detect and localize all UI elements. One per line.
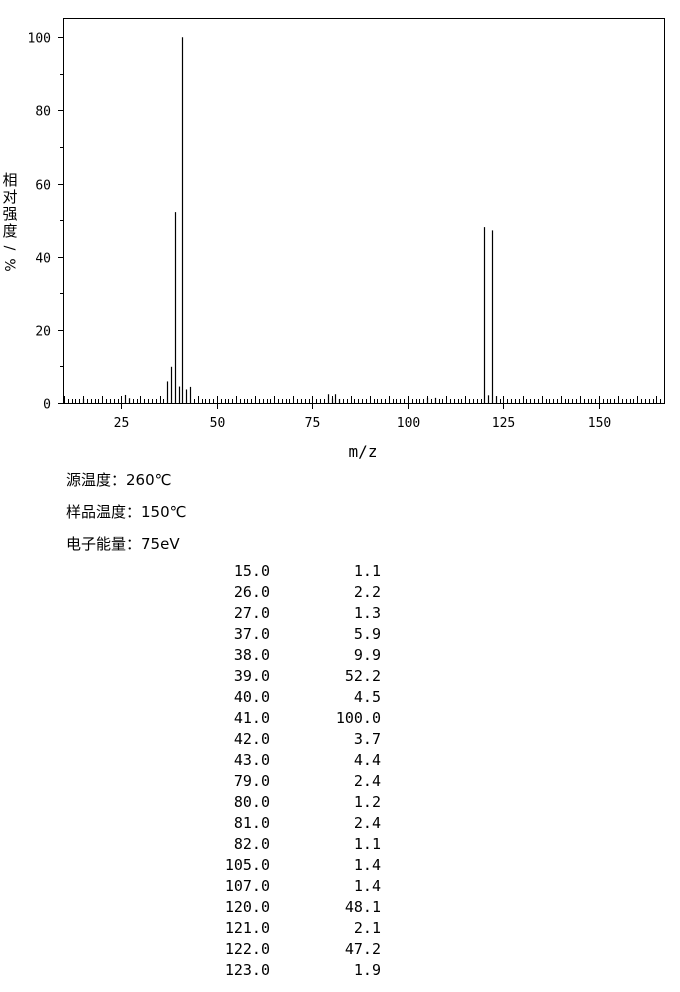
sample-temperature: 样品温度：150℃ <box>66 503 187 521</box>
peak-row: 26.0 2.2 <box>180 582 381 603</box>
y-axis-label-char: 度 <box>2 222 17 240</box>
peak-mz: 42.0 <box>233 730 270 748</box>
x-axis-ticks: 25 50 75 100 125 150 <box>114 403 611 431</box>
x-tick-label: 75 <box>305 416 321 431</box>
peak-row: 38.0 9.9 <box>180 645 381 666</box>
peak-mz: 82.0 <box>233 835 270 853</box>
minor-ticks <box>64 396 665 403</box>
peak-mz: 121.0 <box>224 919 270 937</box>
y-axis-label-char: / <box>1 246 17 251</box>
peak-intensity: 1.4 <box>353 856 381 874</box>
x-axis-label: m/z <box>349 442 378 461</box>
peak-mz: 41.0 <box>233 709 270 727</box>
peak-mz: 79.0 <box>233 772 270 790</box>
peak-row: 122.0 47.2 <box>180 939 381 960</box>
peak-mz: 38.0 <box>233 646 270 664</box>
peak-mz: 43.0 <box>233 751 270 769</box>
x-tick-label: 25 <box>114 416 130 431</box>
peak-row: 79.0 2.4 <box>180 771 381 792</box>
peak-row: 121.0 2.1 <box>180 918 381 939</box>
peak-mz: 37.0 <box>233 625 270 643</box>
peak-row: 37.0 5.9 <box>180 624 381 645</box>
peak-mz: 122.0 <box>224 940 270 958</box>
x-tick-label: 100 <box>397 416 420 431</box>
peak-intensity: 2.1 <box>353 919 381 937</box>
peak-intensity: 2.4 <box>353 814 381 832</box>
y-tick-label: 60 <box>35 179 51 194</box>
y-tick-label: 0 <box>43 398 51 413</box>
peak-intensity: 1.4 <box>353 877 381 895</box>
peak-row: 107.0 1.4 <box>180 876 381 897</box>
peak-intensity: 1.1 <box>353 835 381 853</box>
peak-intensity: 9.9 <box>353 646 381 664</box>
peak-row: 120.0 48.1 <box>180 897 381 918</box>
peak-mz: 26.0 <box>233 583 270 601</box>
y-axis-label-char: 相 <box>2 171 17 189</box>
plot-frame <box>63 18 665 404</box>
peak-row: 15.0 1.1 <box>180 561 381 582</box>
peak-row: 39.0 52.2 <box>180 666 381 687</box>
peak-mz: 123.0 <box>224 961 270 979</box>
y-axis-label-char: 对 <box>2 188 17 206</box>
peak-mz: 105.0 <box>224 856 270 874</box>
electron-energy: 电子能量：75eV <box>66 535 180 553</box>
y-tick-label: 100 <box>28 32 51 47</box>
spectrum-bars <box>82 37 498 403</box>
peak-mz: 27.0 <box>233 604 270 622</box>
y-axis-label-char: 强 <box>2 205 17 223</box>
peak-row: 80.0 1.2 <box>180 792 381 813</box>
peak-intensity: 3.7 <box>353 730 381 748</box>
peak-row: 105.0 1.4 <box>180 855 381 876</box>
peak-row: 82.0 1.1 <box>180 834 381 855</box>
peak-row: 43.0 4.4 <box>180 750 381 771</box>
peak-intensity: 2.2 <box>353 583 381 601</box>
peak-intensity: 100.0 <box>335 709 381 727</box>
peak-row: 27.0 1.3 <box>180 603 381 624</box>
peak-row: 123.0 1.9 <box>180 960 381 981</box>
x-tick-label: 50 <box>210 416 226 431</box>
peak-intensity: 47.2 <box>344 940 381 958</box>
peak-intensity: 4.4 <box>353 751 381 769</box>
peak-intensity: 4.5 <box>353 688 381 706</box>
peak-intensity: 52.2 <box>344 667 381 685</box>
peak-intensity: 1.2 <box>353 793 381 811</box>
peak-intensity: 48.1 <box>344 898 381 916</box>
peak-mz: 80.0 <box>233 793 270 811</box>
peak-row: 40.0 4.5 <box>180 687 381 708</box>
peak-row: 81.0 2.4 <box>180 813 381 834</box>
peak-table: 15.0 1.1 26.0 2.2 27.0 1.3 37.0 5.9 38.0 9.9 39.0 5… <box>180 561 381 981</box>
peak-mz: 107.0 <box>224 877 270 895</box>
x-tick-label: 150 <box>588 416 611 431</box>
peak-intensity: 2.4 <box>353 772 381 790</box>
peak-intensity: 1.3 <box>353 604 381 622</box>
peak-mz: 120.0 <box>224 898 270 916</box>
peak-mz: 39.0 <box>233 667 270 685</box>
y-axis-label-char: % <box>1 258 17 271</box>
y-tick-label: 80 <box>35 105 51 120</box>
peak-row: 41.0 100.0 <box>180 708 381 729</box>
x-tick-label: 125 <box>492 416 515 431</box>
y-axis-ticks: 0 20 40 60 80 100 <box>28 32 64 413</box>
peak-mz: 40.0 <box>233 688 270 706</box>
y-tick-label: 20 <box>35 325 51 340</box>
peak-mz: 81.0 <box>233 814 270 832</box>
peak-intensity: 1.9 <box>353 961 381 979</box>
peak-intensity: 5.9 <box>353 625 381 643</box>
peak-row: 42.0 3.7 <box>180 729 381 750</box>
peak-mz: 15.0 <box>233 562 270 580</box>
peak-intensity: 1.1 <box>353 562 381 580</box>
source-temperature: 源温度：260℃ <box>66 471 172 489</box>
y-tick-label: 40 <box>35 252 51 267</box>
